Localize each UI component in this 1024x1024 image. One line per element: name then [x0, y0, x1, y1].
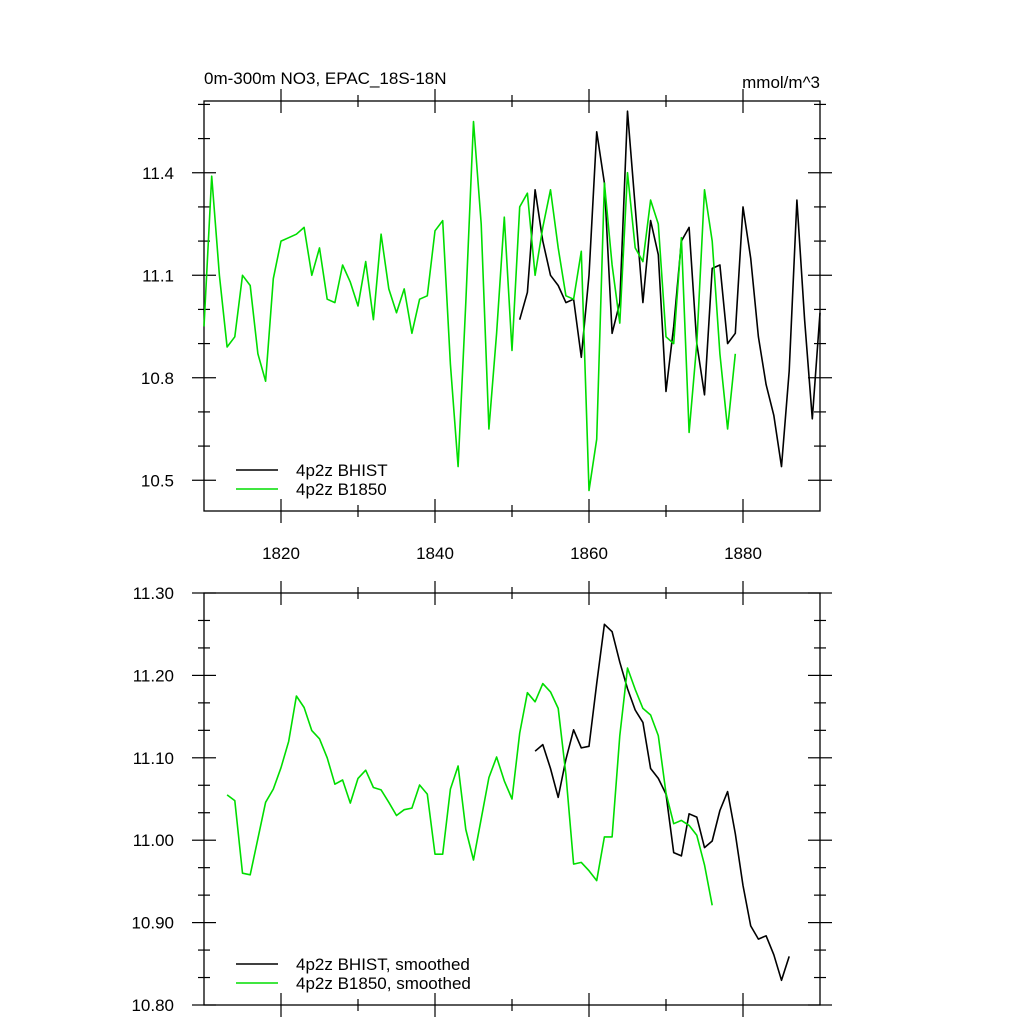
top-axis-ticks: 1820 1840 1860 1880 10.5 10.8 11.1 11.4	[141, 89, 832, 563]
series-line	[226, 667, 713, 906]
bottom-axis-ticks: 10.80 10.90 11.00 11.10 11.20 11.30	[131, 581, 832, 1017]
y-tick-label: 11.00	[133, 831, 174, 850]
legend-label: 4p2z BHIST	[296, 461, 388, 480]
series-line	[534, 623, 790, 982]
legend-label: 4p2z B1850	[296, 480, 387, 499]
series-line	[518, 110, 821, 468]
y-tick-label: 11.20	[133, 666, 174, 685]
y-tick-label: 10.80	[131, 996, 174, 1015]
series-line	[203, 120, 737, 492]
legend-label: 4p2z B1850, smoothed	[296, 974, 471, 993]
bottom-series-lines	[226, 623, 790, 982]
y-tick-label: 11.1	[142, 266, 174, 285]
x-tick-label: 1880	[724, 544, 762, 563]
y-tick-label: 11.30	[133, 584, 174, 603]
top-plot-frame	[203, 100, 821, 512]
top-chart-units: mmol/m^3	[742, 73, 820, 92]
legend-label: 4p2z BHIST, smoothed	[296, 955, 470, 974]
y-tick-label: 11.10	[133, 749, 174, 768]
top-series-lines	[203, 110, 821, 492]
x-tick-label: 1820	[262, 544, 300, 563]
x-tick-label: 1840	[416, 544, 454, 563]
x-tick-label: 1860	[570, 544, 608, 563]
bottom-panel: 10.80 10.90 11.00 11.10 11.20 11.30 4p2z BHIS…	[131, 581, 832, 1017]
top-panel: 0m-300m NO3, EPAC_18S-18N mmol/m^3 1820 1…	[141, 69, 832, 563]
y-tick-label: 10.90	[131, 914, 174, 933]
top-chart-title: 0m-300m NO3, EPAC_18S-18N	[204, 69, 447, 88]
y-tick-label: 10.8	[141, 369, 174, 388]
y-tick-label: 10.5	[141, 471, 174, 490]
y-tick-label: 11.4	[142, 164, 174, 183]
